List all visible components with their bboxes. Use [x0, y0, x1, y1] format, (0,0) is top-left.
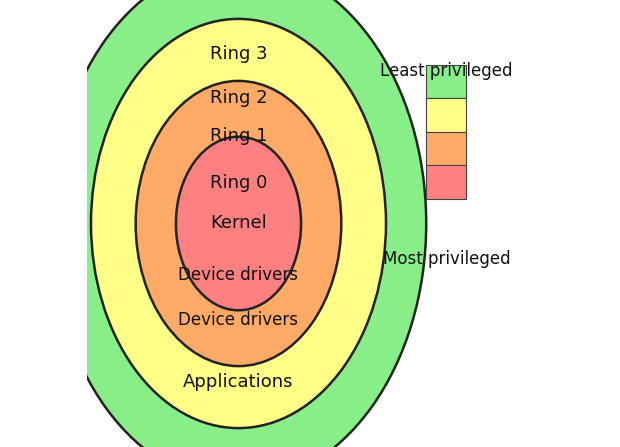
Text: Most privileged: Most privileged: [383, 250, 510, 268]
Bar: [426, 132, 466, 165]
Ellipse shape: [91, 19, 386, 428]
Text: Ring 1: Ring 1: [210, 127, 267, 145]
Text: Device drivers: Device drivers: [179, 311, 298, 329]
Ellipse shape: [136, 81, 341, 366]
Text: Ring 2: Ring 2: [210, 89, 267, 107]
Bar: [426, 98, 466, 132]
Text: Kernel: Kernel: [210, 215, 267, 232]
Text: Ring 0: Ring 0: [210, 174, 267, 192]
Text: Device drivers: Device drivers: [179, 266, 298, 284]
Bar: [426, 165, 466, 199]
Ellipse shape: [176, 137, 301, 310]
Text: Applications: Applications: [184, 373, 294, 391]
Text: Least privileged: Least privileged: [380, 63, 513, 80]
Text: Ring 3: Ring 3: [210, 45, 267, 63]
Ellipse shape: [51, 0, 426, 447]
Bar: [426, 65, 466, 98]
